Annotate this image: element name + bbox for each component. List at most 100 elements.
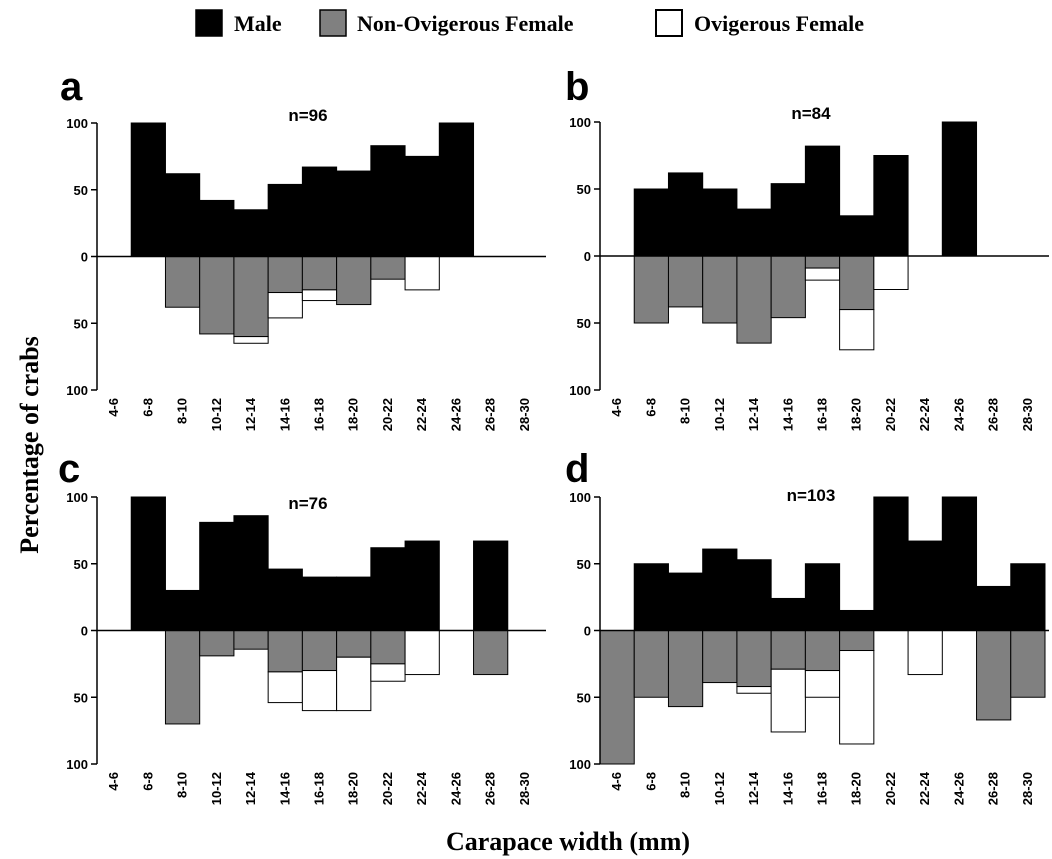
bar-male-20-22: [873, 496, 909, 631]
bar-non-ovigerous-female-26-28: [976, 630, 1012, 721]
y-tick-label: 100: [569, 115, 591, 130]
bar-male-16-18: [301, 166, 338, 257]
y-tick-label: 50: [74, 557, 88, 572]
x-tick-label: 8-10: [175, 772, 190, 798]
x-tick-label: 24-26: [951, 398, 966, 431]
bar-male-24-26: [438, 122, 475, 257]
x-tick-label: 8-10: [678, 398, 693, 424]
bar-male-6-8: [633, 188, 669, 257]
panel-c: c n=76 4-6 6-8 8-10 10-12 12-14 14-16 16-18 18-20…: [58, 447, 546, 805]
bar-male-22-24: [907, 540, 943, 631]
bar-non-ovigerous-female-16-18: [301, 256, 338, 291]
legend-swatch-ovigerous-female: [655, 9, 683, 37]
bar-male-6-8: [130, 122, 166, 257]
bar-non-ovigerous-female-6-8: [633, 630, 669, 698]
x-tick-label: 20-22: [380, 398, 395, 431]
bar-non-ovigerous-female-8-10: [667, 630, 704, 708]
bar-ovigerous-female-12-14: [736, 686, 772, 694]
bar-male-20-22: [370, 145, 406, 258]
y-tick-label: 100: [569, 757, 591, 772]
bar-male-14-16: [770, 597, 806, 632]
bar-male-6-8: [633, 563, 669, 631]
bar-male-8-10: [164, 589, 201, 632]
bar-non-ovigerous-female-28-30: [1010, 630, 1046, 698]
y-axis-title: Percentage of crabs: [15, 336, 44, 554]
panel-a: a n=96 4-6 6-8 8-10 10-12 12-14 14-16 16-18 18-20…: [60, 65, 546, 431]
x-tick-label: 16-18: [815, 398, 830, 431]
bar-male-22-24: [404, 155, 440, 257]
bar-non-ovigerous-female-16-18: [804, 255, 841, 269]
x-tick-label: 14-16: [277, 398, 292, 431]
bar-ovigerous-female-18-20: [336, 656, 372, 712]
y-tick-label: 0: [584, 249, 591, 264]
bar-ovigerous-female-22-24: [404, 256, 440, 291]
bar-male-14-16: [267, 183, 303, 257]
bar-male-10-12: [702, 548, 738, 631]
x-tick-label: 12-14: [243, 397, 258, 431]
y-tick-label: 100: [66, 490, 88, 505]
bar-ovigerous-female-12-14: [233, 336, 269, 344]
y-tick-label: 50: [74, 316, 88, 331]
bar-non-ovigerous-female-20-22: [370, 630, 406, 665]
bar-non-ovigerous-female-14-16: [770, 255, 806, 319]
legend-label-non-ovigerous-female: Non-Ovigerous Female: [357, 11, 574, 36]
bar-non-ovigerous-female-10-12: [199, 256, 235, 335]
x-tick-label: 14-16: [780, 772, 795, 805]
x-tick-label: 22-24: [917, 771, 932, 805]
bar-non-ovigerous-female-16-18: [301, 630, 338, 672]
x-tick-label: 6-8: [140, 398, 155, 417]
x-tick-label: 28-30: [517, 398, 532, 431]
x-tick-label: 28-30: [1020, 772, 1035, 805]
bar-male-12-14: [233, 515, 269, 631]
bar-male-10-12: [199, 199, 235, 257]
y-tick-label: 0: [81, 250, 88, 265]
bar-ovigerous-female-14-16: [267, 292, 303, 319]
bar-ovigerous-female-16-18: [301, 289, 338, 302]
bar-male-12-14: [233, 209, 269, 257]
x-tick-label: 10-12: [712, 772, 727, 805]
y-tick-label: 50: [577, 316, 591, 331]
bar-non-ovigerous-female-8-10: [667, 255, 704, 308]
x-tick-label: 4-6: [609, 398, 624, 417]
bar-ovigerous-female-22-24: [404, 630, 440, 676]
y-tick-label: 100: [569, 383, 591, 398]
panel-letter: a: [60, 65, 83, 109]
x-tick-label: 10-12: [209, 772, 224, 805]
x-tick-label: 26-28: [986, 398, 1001, 431]
bar-male-18-20: [336, 576, 372, 631]
panel-letter: b: [565, 65, 589, 109]
x-tick-label: 16-18: [312, 772, 327, 805]
x-axis-title: Carapace width (mm): [446, 827, 690, 856]
bar-ovigerous-female-18-20: [839, 650, 875, 745]
x-tick-label: 20-22: [883, 398, 898, 431]
bar-male-18-20: [839, 609, 875, 631]
bar-ovigerous-female-18-20: [839, 309, 875, 351]
bar-male-14-16: [770, 183, 806, 257]
bar-male-26-28: [473, 540, 509, 631]
x-tick-label: 28-30: [1020, 398, 1035, 431]
bar-male-16-18: [804, 563, 841, 631]
bar-non-ovigerous-female-18-20: [839, 630, 875, 652]
legend-label-male: Male: [234, 11, 282, 36]
y-tick-label: 100: [66, 383, 88, 398]
y-tick-label: 100: [569, 490, 591, 505]
bar-male-18-20: [839, 215, 875, 257]
y-tick-label: 100: [66, 757, 88, 772]
x-tick-label: 6-8: [643, 398, 658, 417]
legend-swatch-non-ovigerous-female: [319, 9, 347, 37]
bar-non-ovigerous-female-8-10: [164, 630, 201, 725]
bar-male-8-10: [667, 572, 704, 631]
x-tick-label: 26-28: [483, 398, 498, 431]
bar-male-26-28: [976, 585, 1012, 632]
bar-male-20-22: [873, 155, 909, 257]
x-tick-label: 26-28: [986, 772, 1001, 805]
bar-ovigerous-female-20-22: [873, 255, 909, 290]
x-tick-label: 20-22: [883, 772, 898, 805]
x-tick-label: 6-8: [140, 772, 155, 791]
bar-male-24-26: [941, 121, 978, 257]
legend-swatch-male: [195, 9, 223, 37]
bar-non-ovigerous-female-18-20: [336, 256, 372, 306]
bar-male-12-14: [736, 559, 772, 631]
bar-male-10-12: [702, 188, 738, 257]
